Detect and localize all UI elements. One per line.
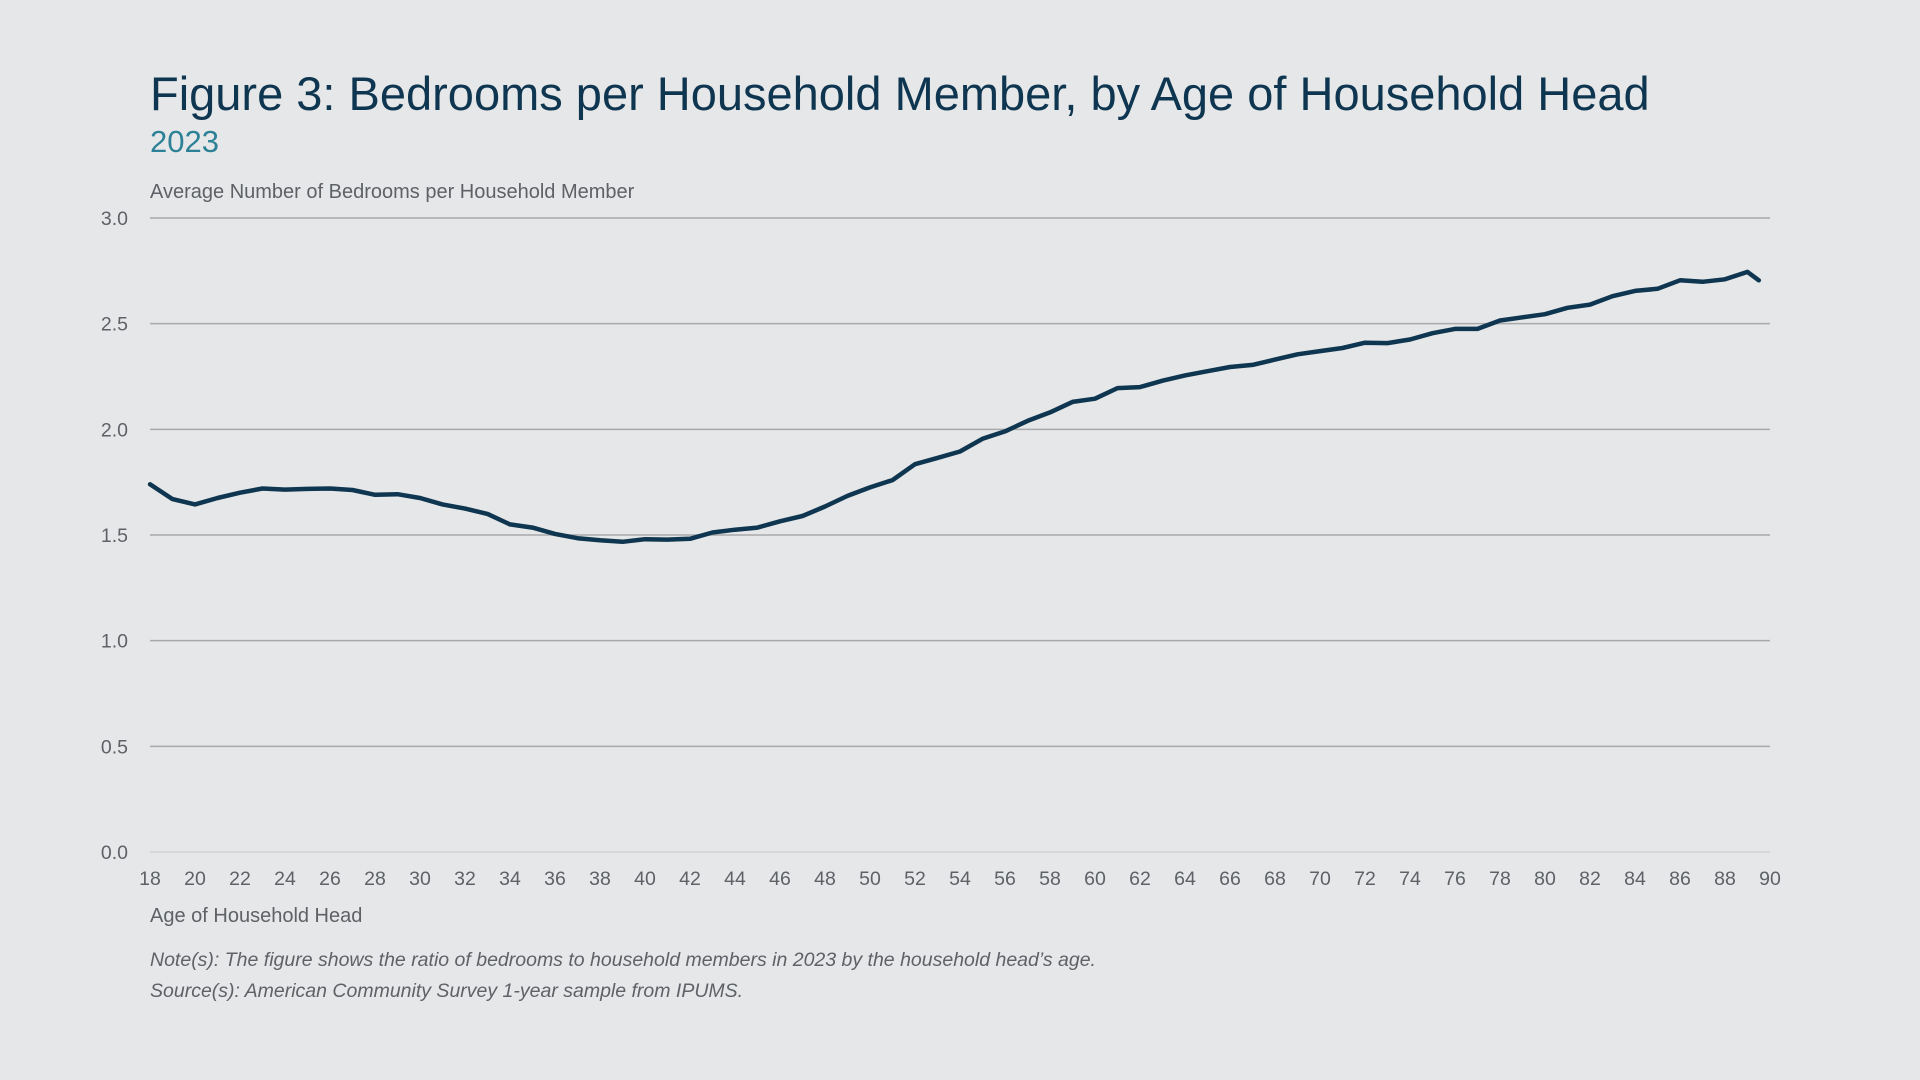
x-tick-label: 76	[1444, 868, 1466, 890]
x-tick-label: 26	[319, 868, 341, 890]
source-note: Source(s): American Community Survey 1-y…	[150, 980, 744, 1002]
x-tick-label: 22	[229, 868, 251, 890]
footnote: Note(s): The figure shows the ratio of b…	[150, 949, 1096, 971]
x-tick-label: 38	[589, 868, 611, 890]
x-tick-label: 36	[544, 868, 566, 890]
x-tick-label: 70	[1309, 868, 1331, 890]
x-tick-label: 44	[724, 868, 746, 890]
x-tick-label: 32	[454, 868, 476, 890]
x-tick-label: 34	[499, 868, 521, 890]
x-tick-label: 74	[1399, 868, 1421, 890]
x-axis-label: Age of Household Head	[150, 905, 363, 927]
x-tick-label: 78	[1489, 868, 1511, 890]
y-axis-label: Average Number of Bedrooms per Household…	[150, 181, 635, 203]
x-tick-label: 60	[1084, 868, 1106, 890]
y-tick-label: 3.0	[101, 208, 128, 230]
x-tick-label: 84	[1624, 868, 1646, 890]
x-tick-label: 82	[1579, 868, 1601, 890]
x-tick-label: 54	[949, 868, 971, 890]
y-tick-label: 0.0	[101, 842, 128, 864]
x-tick-label: 28	[364, 868, 386, 890]
y-tick-labels: 0.0 0.5 1.0 1.5 2.0 2.5 3.0	[101, 208, 128, 864]
x-tick-label: 86	[1669, 868, 1691, 890]
x-tick-label: 20	[184, 868, 206, 890]
y-tick-label: 2.5	[101, 314, 128, 336]
y-tick-label: 0.5	[101, 736, 128, 758]
chart-title: Figure 3: Bedrooms per Household Member,…	[150, 67, 1650, 120]
x-tick-label: 58	[1039, 868, 1061, 890]
x-tick-label: 24	[274, 868, 296, 890]
x-tick-label: 80	[1534, 868, 1556, 890]
x-tick-label: 42	[679, 868, 701, 890]
x-tick-label: 68	[1264, 868, 1286, 890]
series-line-0	[147, 269, 1762, 545]
y-tick-label: 1.0	[101, 631, 128, 653]
x-tick-label: 50	[859, 868, 881, 890]
x-tick-label: 72	[1354, 868, 1376, 890]
x-tick-label: 30	[409, 868, 431, 890]
x-tick-label: 52	[904, 868, 926, 890]
x-tick-label: 40	[634, 868, 656, 890]
y-tick-label: 2.0	[101, 419, 128, 441]
series-group	[147, 269, 1762, 545]
x-tick-label: 88	[1714, 868, 1736, 890]
x-tick-label: 64	[1174, 868, 1196, 890]
x-tick-label: 66	[1219, 868, 1241, 890]
chart-subtitle: 2023	[150, 124, 219, 159]
x-tick-labels: 18 20 22 24 26 28 30 32 34 36 38 40 42 44 46 48 50 52 54 56…	[139, 868, 1781, 890]
gridlines	[150, 217, 1770, 853]
x-tick-label: 62	[1129, 868, 1151, 890]
x-tick-label: 18	[139, 868, 161, 890]
x-tick-label: 90	[1759, 868, 1781, 890]
x-tick-label: 48	[814, 868, 836, 890]
y-tick-label: 1.5	[101, 525, 128, 547]
x-tick-label: 56	[994, 868, 1016, 890]
x-tick-label: 46	[769, 868, 791, 890]
